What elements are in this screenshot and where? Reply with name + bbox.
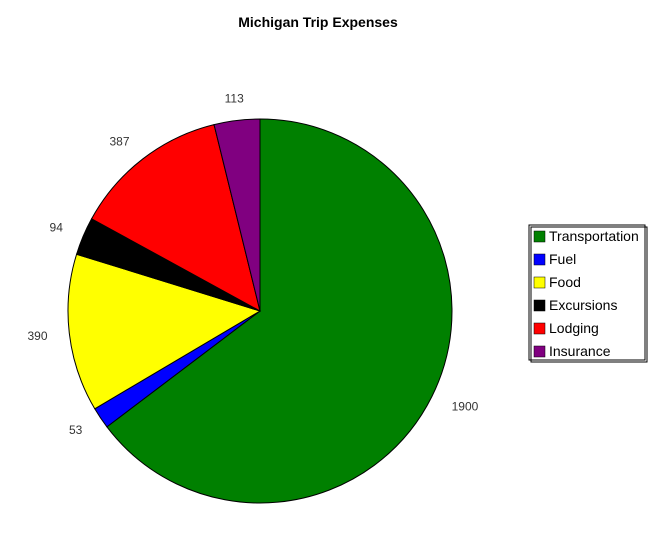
pie-slice-insurance xyxy=(213,118,261,312)
legend-label-excursions: Excursions xyxy=(549,297,617,313)
legend-items: Transportation Fuel Food Excursions Lodging I… xyxy=(533,228,639,359)
legend-label-food: Food xyxy=(549,274,581,290)
legend-box xyxy=(528,224,646,361)
legend-swatch-food xyxy=(533,276,546,289)
legend-swatch-excursions xyxy=(533,299,546,312)
legend-label-transportation: Transportation xyxy=(549,228,639,244)
data-labels: 1900 53 390 94 387 113 xyxy=(27,92,478,438)
chart-title: Michigan Trip Expenses xyxy=(238,14,398,30)
data-label-food: 390 xyxy=(27,329,47,343)
legend-shadow xyxy=(530,226,648,363)
legend-swatch-fuel xyxy=(533,253,546,266)
pie-slice-transportation xyxy=(106,118,453,504)
legend-label-fuel: Fuel xyxy=(549,251,576,267)
legend-label-insurance: Insurance xyxy=(549,343,611,359)
legend: Transportation Fuel Food Excursions Lodging I… xyxy=(528,224,648,363)
pie-slices xyxy=(67,118,453,504)
data-label-fuel: 53 xyxy=(69,423,83,437)
legend-swatch-transportation xyxy=(533,230,546,243)
pie-slice-food xyxy=(67,253,262,410)
data-label-transportation: 1900 xyxy=(452,399,479,413)
data-label-lodging: 387 xyxy=(109,134,129,148)
pie-slice-lodging xyxy=(90,123,261,312)
legend-swatch-insurance xyxy=(533,345,546,358)
data-label-insurance: 113 xyxy=(225,92,244,106)
legend-label-lodging: Lodging xyxy=(549,320,599,336)
data-label-excursions: 94 xyxy=(50,221,64,235)
legend-swatch-lodging xyxy=(533,322,546,335)
